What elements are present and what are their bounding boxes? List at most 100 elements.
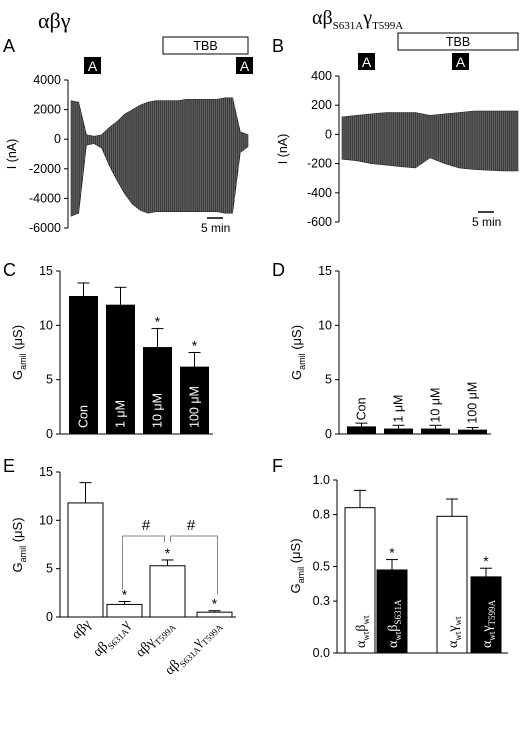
panel-d-y-tick-label: 5 bbox=[325, 373, 332, 387]
panel-d-category-label: 100 μM bbox=[466, 382, 480, 424]
panel-d-bar-chart: 0 5 10 15 Gamil (μS) Con 1 μM 10 μM 100 μM bbox=[289, 264, 491, 441]
panel-f-category-label: αwtγT599A bbox=[480, 599, 497, 648]
panel-letter-a: A bbox=[3, 36, 15, 56]
panel-b-amiloride-marker bbox=[358, 53, 375, 70]
panel-e-y-tick-label: 5 bbox=[46, 562, 53, 576]
panel-a-current-trace: 4000 2000 0 -2000 -4000 -6000 I (nA) TBB A A 5 min bbox=[5, 36, 253, 235]
panel-f-y-tick-label: 0.8 bbox=[313, 508, 330, 522]
panel-e-y-tick-label: 15 bbox=[39, 465, 53, 479]
panel-b-y-tick-label: 400 bbox=[311, 69, 332, 83]
panel-e-category-label: αβS631Aγ bbox=[90, 617, 134, 661]
panel-e-bar bbox=[196, 611, 233, 618]
panel-b-y-tick-label: -600 bbox=[307, 215, 332, 229]
panel-b-amiloride-marker bbox=[452, 53, 469, 70]
panel-e-comparison-bracket bbox=[122, 535, 165, 590]
panel-c-bar-chart: 0 5 10 15 Gamil (μS) Con 1 μM * 10 μM * 100 μM bbox=[10, 264, 213, 441]
panel-f-y-tick-label: 1.0 bbox=[313, 473, 330, 487]
panel-d-bar bbox=[458, 429, 487, 434]
panel-c-y-axis-label: Gamil (μS) bbox=[10, 325, 28, 380]
panel-b-y-axis-label: I (nA) bbox=[276, 134, 290, 165]
panel-a-y-tick-label: -2000 bbox=[29, 162, 61, 176]
panel-a-amiloride-label: A bbox=[88, 58, 98, 74]
panel-f-bar bbox=[344, 507, 376, 654]
panel-letter-b: B bbox=[272, 36, 284, 56]
panel-d-category-label: 10 μM bbox=[429, 388, 443, 423]
panel-c-y-tick-label: 10 bbox=[39, 318, 53, 332]
header-left: αβγ bbox=[38, 8, 71, 33]
panel-e-bar bbox=[149, 565, 186, 618]
panel-f-y-tick-label: 0.3 bbox=[313, 594, 330, 608]
panel-c-significance-mark: * bbox=[192, 338, 198, 354]
panel-b-current-trace: 400 200 0 -200 -400 -600 I (nA) TBB A A 5 min bbox=[276, 32, 519, 229]
panel-b-drug-bar bbox=[397, 32, 519, 51]
panel-f-significance-mark: * bbox=[483, 553, 489, 569]
panel-b-amiloride-label: A bbox=[362, 54, 372, 70]
panel-d-y-tick-label: 15 bbox=[318, 264, 332, 278]
panel-d-bar bbox=[384, 428, 413, 434]
panel-b-y-tick-label: -200 bbox=[307, 157, 332, 171]
panel-c-category-label: 100 μM bbox=[188, 386, 202, 428]
panel-d-y-tick-label: 10 bbox=[318, 318, 332, 332]
panel-a-amiloride-label: A bbox=[240, 58, 250, 74]
panel-letter-d: D bbox=[272, 260, 285, 280]
panel-f-y-tick-label: 0.0 bbox=[313, 646, 330, 660]
panel-e-category-label: αβγT599A bbox=[133, 617, 178, 662]
panel-b-y-tick-label: 200 bbox=[311, 98, 332, 112]
panel-c-bar bbox=[180, 366, 209, 434]
panel-c-bar bbox=[143, 347, 172, 434]
panel-e-y-axis-label: Gamil (μS) bbox=[10, 517, 28, 572]
panel-d-category-label: Con bbox=[355, 397, 369, 420]
panel-d-y-axis-label: Gamil (μS) bbox=[289, 325, 307, 380]
panel-letter-f: F bbox=[272, 456, 283, 476]
panel-d-bar bbox=[347, 426, 376, 434]
panel-f-significance-mark: * bbox=[389, 545, 395, 561]
panel-e-bar bbox=[106, 603, 143, 618]
panel-c-bar bbox=[69, 295, 98, 434]
panel-f-category-label: αwtγwt bbox=[446, 616, 463, 648]
panel-c-category-label: 10 μM bbox=[151, 393, 165, 428]
panel-a-y-tick-label: 4000 bbox=[33, 73, 61, 87]
panel-a-drug-bar bbox=[162, 36, 249, 55]
panel-e-bracket-mark: # bbox=[187, 517, 196, 534]
panel-b-y-tick-label: 0 bbox=[325, 127, 332, 141]
panel-e-bar bbox=[67, 502, 104, 618]
panel-b-amiloride-label: A bbox=[456, 54, 466, 70]
panel-d-y-tick-label: 0 bbox=[325, 427, 332, 441]
panel-c-category-label: Con bbox=[77, 405, 91, 428]
panel-b-scale-bar-label: 5 min bbox=[472, 215, 501, 229]
panel-e-category-label: αβγ bbox=[69, 617, 94, 642]
panel-f-bar-chart: 0.0 0.3 0.5 0.8 1.0 Gamil (μS) αwtβwt * αwtβS631… bbox=[288, 473, 508, 660]
panel-a-amiloride-marker bbox=[84, 57, 101, 74]
panel-a-scale-bar-label: 5 min bbox=[201, 221, 230, 235]
panel-a-y-tick-label: -6000 bbox=[29, 221, 61, 235]
panel-d-bar bbox=[421, 428, 450, 434]
panel-f-bar bbox=[470, 576, 502, 654]
panel-e-bracket-mark: # bbox=[142, 517, 151, 534]
panel-c-y-tick-label: 5 bbox=[46, 373, 53, 387]
panel-f-category-label: αwtβwt bbox=[354, 615, 371, 648]
panel-a-y-axis-label: I (nA) bbox=[5, 139, 19, 170]
panel-c-bar bbox=[106, 304, 135, 434]
panel-e-significance-mark: * bbox=[212, 596, 218, 612]
panel-letter-c: C bbox=[3, 260, 16, 280]
panel-e-y-tick-label: 0 bbox=[46, 610, 53, 624]
panel-e-y-tick-label: 10 bbox=[39, 513, 53, 527]
panel-f-y-tick-label: 0.5 bbox=[313, 560, 330, 574]
panel-a-y-tick-label: 0 bbox=[54, 132, 61, 146]
panel-c-significance-mark: * bbox=[155, 314, 161, 330]
panel-c-category-label: 1 μM bbox=[114, 400, 128, 428]
panel-b-y-tick-label: -400 bbox=[307, 186, 332, 200]
panel-letter-e: E bbox=[3, 456, 15, 476]
panel-e-comparison-bracket bbox=[170, 535, 218, 595]
panel-a-y-tick-label: 2000 bbox=[33, 103, 61, 117]
panel-a-drug-label: TBB bbox=[193, 39, 217, 53]
panel-a-y-tick-label: -4000 bbox=[29, 191, 61, 205]
panel-e-significance-mark: * bbox=[165, 545, 171, 561]
panel-a-amiloride-marker bbox=[236, 57, 253, 74]
header-right: αβS631AγT599A bbox=[312, 7, 403, 32]
panel-c-y-tick-label: 15 bbox=[39, 264, 53, 278]
panel-d-category-label: 1 μM bbox=[392, 395, 406, 423]
panel-f-y-axis-label: Gamil (μS) bbox=[288, 538, 306, 593]
